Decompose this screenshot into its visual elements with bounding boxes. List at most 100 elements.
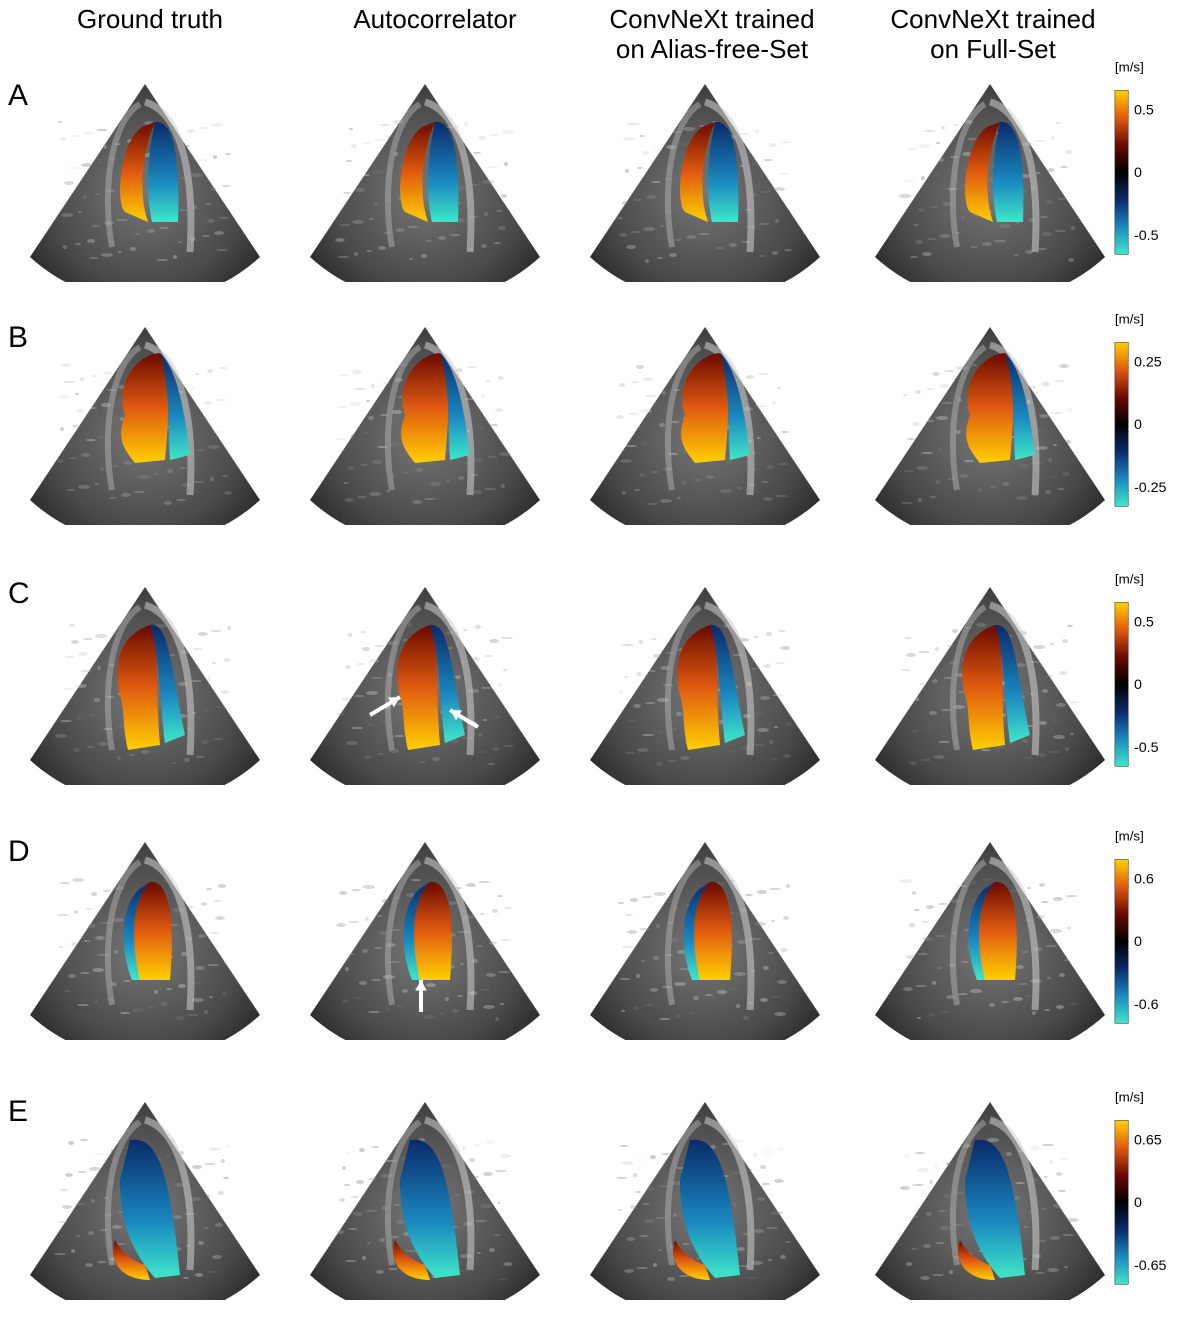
colorbar-tick-label: 0 <box>1134 417 1142 433</box>
colorbar-tick-label: 0.6 <box>1134 871 1154 887</box>
colorbar-tick-label: 0 <box>1134 165 1142 181</box>
ultrasound-panel-a-convnext-alias-free <box>580 82 830 282</box>
positive-flow-region <box>121 353 169 463</box>
positive-flow-region <box>401 353 449 463</box>
row-label-d: D <box>8 835 30 868</box>
negative-flow-region <box>440 353 470 460</box>
ultrasound-panel-d-ground-truth <box>20 840 270 1040</box>
colorbar-tick-label: -0.65 <box>1134 1258 1167 1274</box>
positive-flow-region <box>117 625 160 750</box>
ultrasound-sector <box>590 84 820 282</box>
positive-flow-region <box>680 122 715 222</box>
positive-flow-region <box>397 625 440 750</box>
ultrasound-sector <box>875 84 1105 282</box>
colorbar-b: [m/s] 0.25 0 -0.25 <box>1113 311 1193 512</box>
colorbar-tick-label: 0.5 <box>1134 102 1154 118</box>
positive-flow-region <box>409 881 452 980</box>
positive-flow-region <box>400 122 435 222</box>
positive-flow-region <box>129 881 172 980</box>
ultrasound-panel-a-autocorrelator <box>300 82 550 282</box>
ultrasound-panel-a-convnext-full-set <box>865 82 1115 282</box>
positive-flow-region <box>393 1240 430 1280</box>
colorbar-gradient <box>1114 90 1129 255</box>
arrow-pointing-up-right <box>368 695 402 717</box>
positive-flow-region <box>958 1240 995 1280</box>
negative-flow-region <box>403 882 430 980</box>
colorbar-tick-label: -0.5 <box>1134 228 1159 244</box>
colorbar-c: [m/s] 0.5 0 -0.5 <box>1113 571 1193 772</box>
negative-flow-region <box>150 624 185 743</box>
colorbar-tick-label: -0.25 <box>1134 480 1167 496</box>
ultrasound-panel-c-autocorrelator <box>300 585 550 785</box>
column-header-autocorrelator: Autocorrelator <box>353 4 517 34</box>
negative-flow-region <box>710 624 745 743</box>
arrow-pointing-up <box>415 980 427 1012</box>
negative-flow-region <box>965 1139 1025 1278</box>
negative-flow-region <box>680 1139 740 1278</box>
positive-flow-region <box>962 625 1005 750</box>
colorbar-a: [m/s] 0.5 0 -0.5 <box>1113 59 1193 260</box>
ultrasound-panel-c-ground-truth <box>20 585 270 785</box>
colorbar-unit-label: [m/s] <box>1115 1089 1144 1104</box>
row-label-b: B <box>8 321 29 354</box>
arrow-pointing-up-left <box>448 708 480 729</box>
positive-flow-region <box>677 625 720 750</box>
column-header-convnext-full-set: ConvNeXt trained on Full-Set <box>890 4 1096 64</box>
row-label-e: E <box>8 1095 29 1128</box>
ultrasound-sector <box>310 84 540 282</box>
negative-flow-region <box>995 624 1030 743</box>
negative-flow-region <box>720 353 750 460</box>
colorbar-e: [m/s] 0.65 0 -0.65 <box>1113 1089 1193 1290</box>
negative-flow-region <box>993 121 1024 222</box>
negative-flow-region <box>123 882 150 980</box>
row-label-c: C <box>8 577 30 610</box>
arrow-pointing-down-left <box>477 1146 501 1162</box>
positive-flow-region <box>113 1240 150 1280</box>
positive-flow-region <box>689 881 732 980</box>
negative-flow-region <box>1005 353 1035 460</box>
positive-flow-region <box>965 122 1000 222</box>
colorbar-gradient <box>1114 342 1129 507</box>
colorbar-tick-label: 0.5 <box>1134 614 1154 630</box>
colorbar-unit-label: [m/s] <box>1115 571 1144 586</box>
colorbar-unit-label: [m/s] <box>1115 828 1144 843</box>
ultrasound-panel-c-convnext-alias-free <box>580 585 830 785</box>
positive-flow-region <box>673 1240 710 1280</box>
positive-flow-region <box>974 881 1017 980</box>
ultrasound-panel-b-ground-truth <box>20 325 270 525</box>
row-label-a: A <box>8 79 29 112</box>
positive-flow-region <box>681 353 729 463</box>
colorbar-tick-label: 0 <box>1134 1195 1142 1211</box>
negative-flow-region <box>683 882 710 980</box>
negative-flow-region <box>968 882 995 980</box>
colorbar-tick-label: 0 <box>1134 934 1142 950</box>
colorbar-tick-label: 0.65 <box>1134 1132 1162 1148</box>
positive-flow-region <box>120 122 155 222</box>
colorbar-unit-label: [m/s] <box>1115 59 1144 74</box>
column-header-convnext-alias-free: ConvNeXt trained on Alias-free-Set <box>609 4 815 64</box>
negative-flow-region <box>120 1139 180 1278</box>
ultrasound-panel-b-autocorrelator <box>300 325 550 525</box>
colorbar-unit-label: [m/s] <box>1115 311 1144 326</box>
negative-flow-region <box>148 121 179 222</box>
colorbar-gradient <box>1114 859 1129 1024</box>
colorbar-tick-label: 0 <box>1134 677 1142 693</box>
ultrasound-panel-b-convnext-alias-free <box>580 325 830 525</box>
ultrasound-panel-d-convnext-full-set <box>865 840 1115 1040</box>
negative-flow-region <box>160 353 190 460</box>
ultrasound-panel-d-convnext-alias-free <box>580 840 830 1040</box>
ultrasound-panel-a-ground-truth <box>20 82 270 282</box>
ultrasound-panel-e-convnext-full-set <box>865 1100 1115 1300</box>
colorbar-gradient <box>1114 1120 1129 1285</box>
colorbar-tick-label: -0.5 <box>1134 740 1159 756</box>
column-header-ground-truth: Ground truth <box>77 4 223 34</box>
negative-flow-region <box>708 121 739 222</box>
ultrasound-panel-e-ground-truth <box>20 1100 270 1300</box>
colorbar-d: [m/s] 0.6 0 -0.6 <box>1113 828 1193 1029</box>
colorbar-gradient <box>1114 602 1129 767</box>
colorbar-tick-label: -0.6 <box>1134 997 1159 1013</box>
ultrasound-panel-e-convnext-alias-free <box>580 1100 830 1300</box>
colorbar-tick-label: 0.25 <box>1134 354 1162 370</box>
positive-flow-region <box>966 353 1014 463</box>
ultrasound-panel-e-autocorrelator <box>300 1100 550 1300</box>
